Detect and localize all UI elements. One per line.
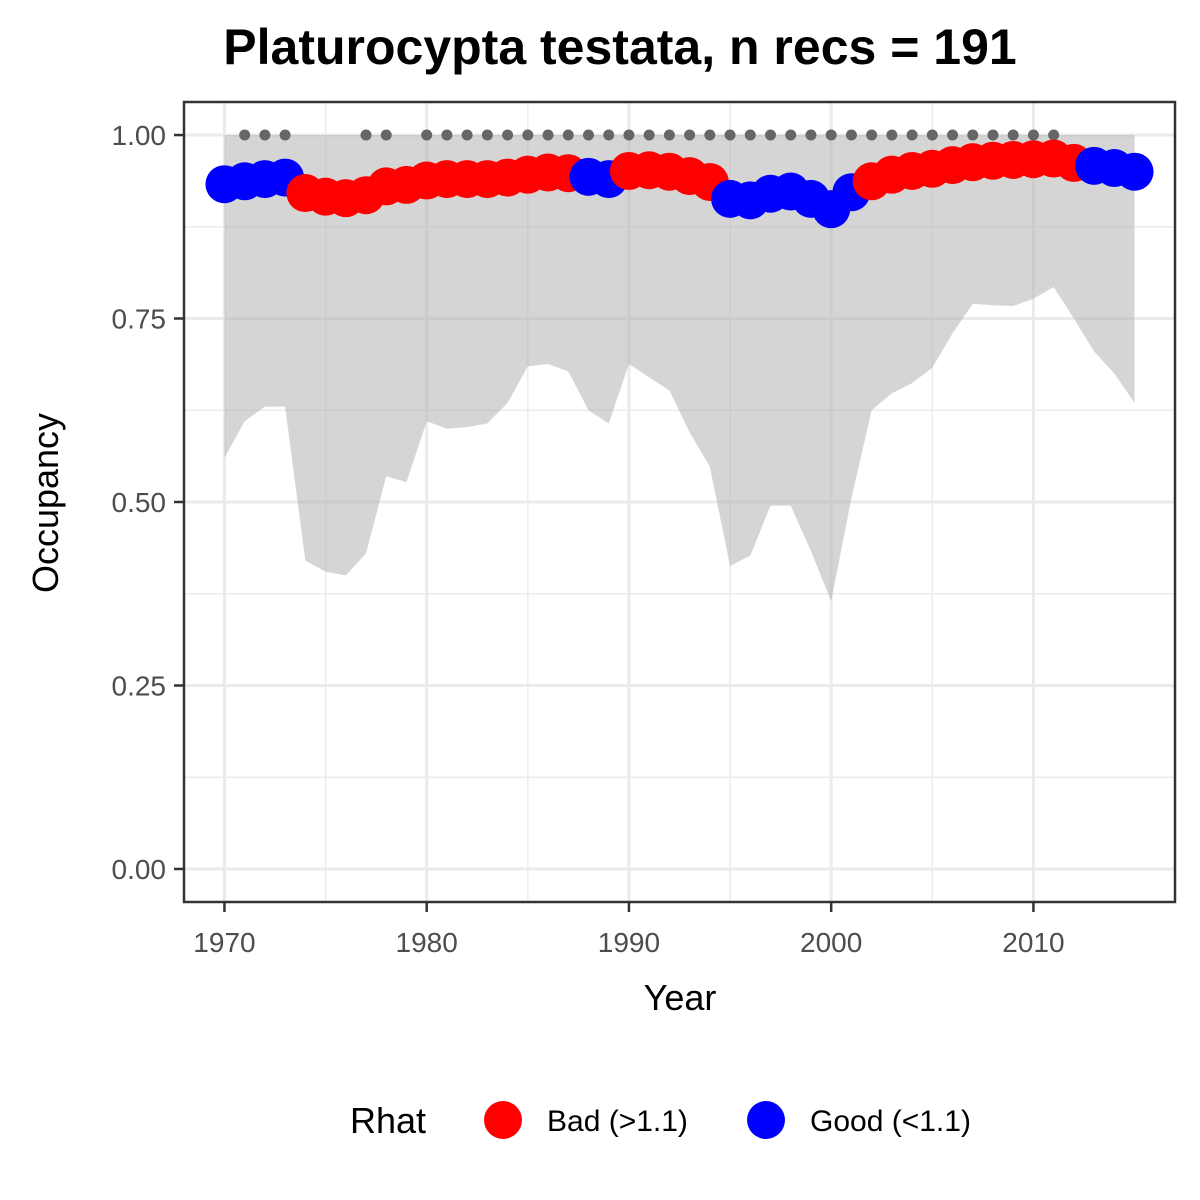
x-tick-label: 2000: [800, 927, 862, 958]
record-marker: [886, 129, 898, 141]
record-markers: [239, 129, 1060, 141]
y-tick-label: 0.75: [112, 304, 167, 335]
record-marker: [522, 129, 534, 141]
record-marker: [926, 129, 938, 141]
y-tick-label: 1.00: [112, 120, 167, 151]
y-tick-label: 0.50: [112, 487, 167, 518]
x-tick-label: 1970: [193, 927, 255, 958]
ribbon-area: [224, 135, 1135, 602]
record-marker: [744, 129, 756, 141]
y-tick-label: 0.00: [112, 854, 167, 885]
y-axis-title: Occupancy: [25, 413, 66, 593]
record-marker: [461, 129, 473, 141]
legend: Rhat Bad (>1.1) Good (<1.1): [350, 1100, 971, 1141]
chart-title: Platurocypta testata, n recs = 191: [223, 19, 1016, 75]
x-axis: 1970 1980 1990 2000 2010: [193, 902, 1065, 958]
record-marker: [380, 129, 392, 141]
credible-interval-ribbon: [224, 135, 1135, 602]
legend-swatch-good: [747, 1101, 785, 1139]
record-marker: [623, 129, 635, 141]
record-marker: [663, 129, 675, 141]
legend-label-bad: Bad (>1.1): [547, 1105, 688, 1138]
record-marker: [239, 129, 251, 141]
legend-title: Rhat: [350, 1100, 426, 1141]
record-marker: [1007, 129, 1019, 141]
y-tick-label: 0.25: [112, 670, 167, 701]
record-marker: [542, 129, 554, 141]
legend-swatch-bad: [484, 1101, 522, 1139]
record-marker: [906, 129, 918, 141]
legend-label-good: Good (<1.1): [810, 1105, 971, 1138]
record-marker: [785, 129, 797, 141]
x-axis-title: Year: [644, 977, 717, 1018]
record-marker: [987, 129, 999, 141]
record-marker: [704, 129, 716, 141]
x-tick-label: 1990: [598, 927, 660, 958]
record-marker: [1027, 129, 1039, 141]
record-marker: [825, 129, 837, 141]
record-marker: [502, 129, 514, 141]
record-marker: [765, 129, 777, 141]
record-marker: [603, 129, 615, 141]
record-marker: [582, 129, 594, 141]
record-marker: [684, 129, 696, 141]
x-tick-label: 2010: [1002, 927, 1064, 958]
record-marker: [481, 129, 493, 141]
y-axis: 0.00 0.25 0.50 0.75 1.00: [112, 120, 184, 885]
record-marker: [279, 129, 291, 141]
occupancy-point: [1115, 152, 1154, 191]
record-marker: [1048, 129, 1060, 141]
record-marker: [805, 129, 817, 141]
record-marker: [421, 129, 433, 141]
record-marker: [441, 129, 453, 141]
record-marker: [259, 129, 271, 141]
record-marker: [947, 129, 959, 141]
record-marker: [643, 129, 655, 141]
record-marker: [866, 129, 878, 141]
occupancy-points: [205, 139, 1154, 229]
record-marker: [724, 129, 736, 141]
record-marker: [360, 129, 372, 141]
x-tick-label: 1980: [396, 927, 458, 958]
record-marker: [562, 129, 574, 141]
record-marker: [967, 129, 979, 141]
record-marker: [845, 129, 857, 141]
